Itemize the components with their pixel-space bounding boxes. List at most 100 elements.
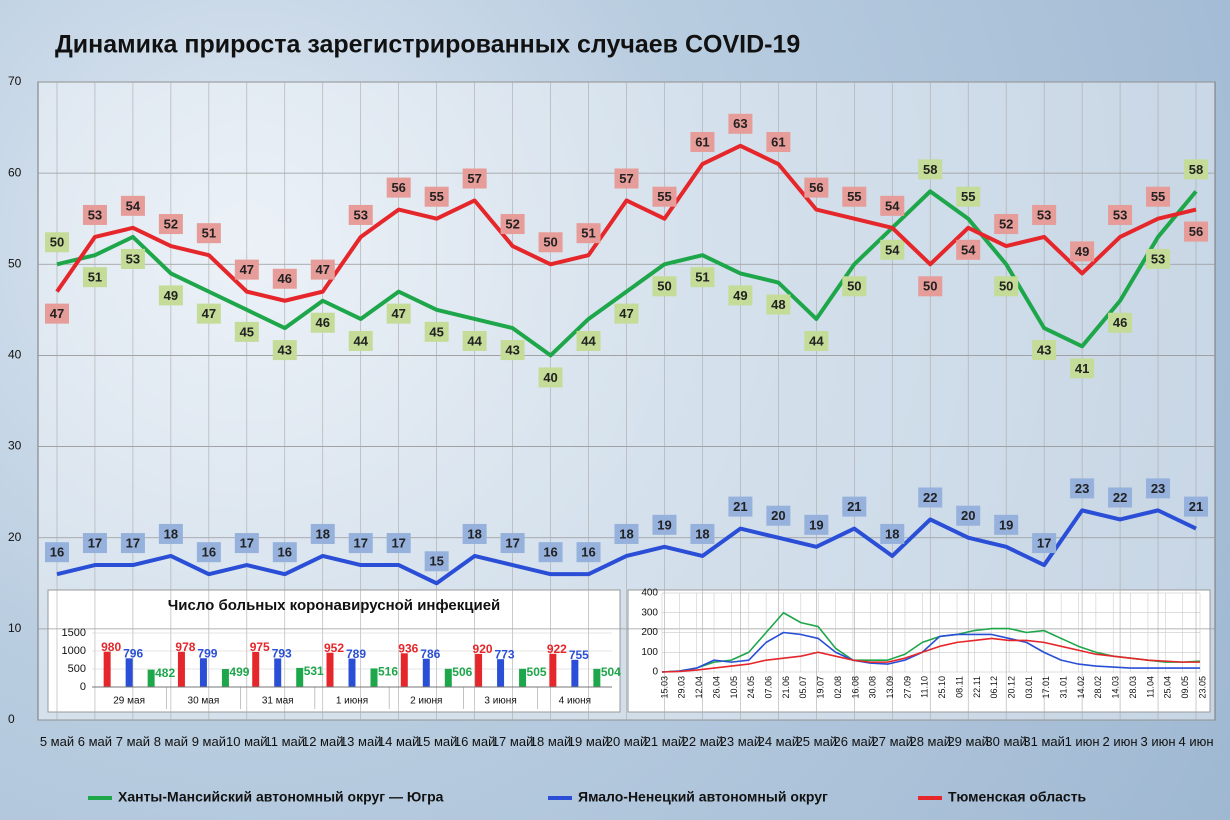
label-box	[728, 113, 753, 134]
label-box	[196, 303, 221, 324]
bar	[497, 659, 505, 687]
x-tick-label: 4 июн	[1178, 734, 1214, 749]
label-box	[1146, 186, 1171, 207]
data-label: 47	[316, 262, 330, 277]
data-label: 980	[101, 640, 121, 654]
y-tick-label: 50	[8, 256, 22, 270]
label-box	[424, 186, 449, 207]
label-box	[652, 186, 677, 207]
label-box	[44, 542, 69, 563]
x-tick-label: 28 май	[909, 734, 951, 749]
label-box	[386, 303, 411, 324]
label-box	[728, 285, 753, 306]
label-box	[120, 248, 145, 269]
series-line	[661, 631, 1200, 673]
data-label: 49	[733, 288, 747, 303]
label-box	[994, 214, 1019, 235]
x-tick-label: 21 май	[643, 734, 686, 749]
label-box	[1070, 358, 1095, 379]
label-box	[956, 505, 981, 526]
label-box	[424, 321, 449, 342]
label-box	[44, 232, 69, 253]
data-label: 482	[155, 666, 175, 680]
x-tick-label: 2 июня	[410, 696, 442, 707]
label-box	[1108, 204, 1133, 225]
label-box	[424, 551, 449, 572]
data-label: 22	[923, 490, 937, 505]
data-label: 47	[240, 262, 254, 277]
label-box	[348, 204, 373, 225]
x-tick-label: 15 май	[415, 734, 458, 749]
label-box	[994, 514, 1019, 535]
label-box	[348, 533, 373, 554]
label-box	[728, 496, 753, 517]
data-label: 936	[398, 641, 418, 655]
x-tick-label: 28.02	[1093, 676, 1103, 699]
bar	[400, 653, 408, 687]
x-tick-label: 10.05	[729, 676, 739, 699]
x-tick-label: 25.04	[1163, 676, 1173, 699]
x-tick-label: 1 июня	[336, 696, 368, 707]
bar	[475, 653, 483, 687]
bar	[593, 668, 601, 687]
label-box	[918, 159, 943, 180]
data-label: 61	[695, 134, 709, 149]
label-box	[766, 505, 791, 526]
data-label: 51	[581, 226, 595, 241]
bar	[296, 667, 304, 687]
data-label: 56	[809, 180, 823, 195]
data-label: 17	[1037, 535, 1051, 550]
data-label: 16	[202, 545, 216, 560]
x-tick-label: 20.12	[1006, 676, 1016, 699]
y-tick-label: 500	[68, 663, 86, 675]
label-box	[614, 303, 639, 324]
bar	[422, 658, 430, 687]
label-box	[804, 177, 829, 198]
bar	[274, 658, 282, 687]
x-tick-label: 23.05	[1197, 676, 1207, 699]
label-box	[538, 542, 563, 563]
data-label: 41	[1075, 361, 1089, 376]
data-label: 799	[197, 646, 217, 660]
label-box	[576, 542, 601, 563]
label-box	[272, 268, 297, 289]
label-box	[766, 132, 791, 153]
x-tick-label: 08.11	[954, 676, 964, 698]
x-tick-label: 3 июн	[1140, 734, 1176, 749]
label-box	[1184, 496, 1209, 517]
data-label: 51	[88, 270, 102, 285]
data-label: 789	[346, 647, 366, 661]
data-label: 55	[961, 189, 975, 204]
x-tick-label: 17 май	[491, 734, 534, 749]
label-box	[994, 276, 1019, 297]
x-tick-label: 31.01	[1059, 676, 1069, 699]
data-label: 61	[771, 134, 785, 149]
x-tick-label: 1 июн	[1064, 734, 1100, 749]
label-box	[120, 533, 145, 554]
x-tick-label: 29.03	[677, 676, 687, 699]
label-box	[310, 259, 335, 280]
label-box	[804, 514, 829, 535]
bar	[221, 669, 229, 687]
label-box	[538, 232, 563, 253]
data-label: 23	[1151, 481, 1165, 496]
x-tick-label: 10 май	[226, 734, 268, 749]
data-label: 44	[581, 333, 596, 348]
data-label: 54	[885, 198, 900, 213]
data-label: 48	[771, 297, 785, 312]
data-label: 796	[123, 647, 143, 661]
data-label: 17	[505, 535, 519, 550]
x-tick-label: 07.06	[764, 676, 774, 699]
label-box	[842, 276, 867, 297]
legend-label: Тюменская область	[948, 789, 1087, 805]
data-label: 920	[473, 642, 493, 656]
data-label: 50	[50, 235, 64, 250]
x-tick-label: 13 май	[339, 734, 382, 749]
label-box	[956, 239, 981, 260]
y-tick-label: 0	[8, 712, 15, 726]
x-tick-label: 17.01	[1041, 676, 1051, 699]
data-label: 20	[771, 508, 785, 523]
data-label: 18	[316, 526, 330, 541]
data-label: 44	[467, 333, 482, 348]
label-box	[158, 214, 183, 235]
